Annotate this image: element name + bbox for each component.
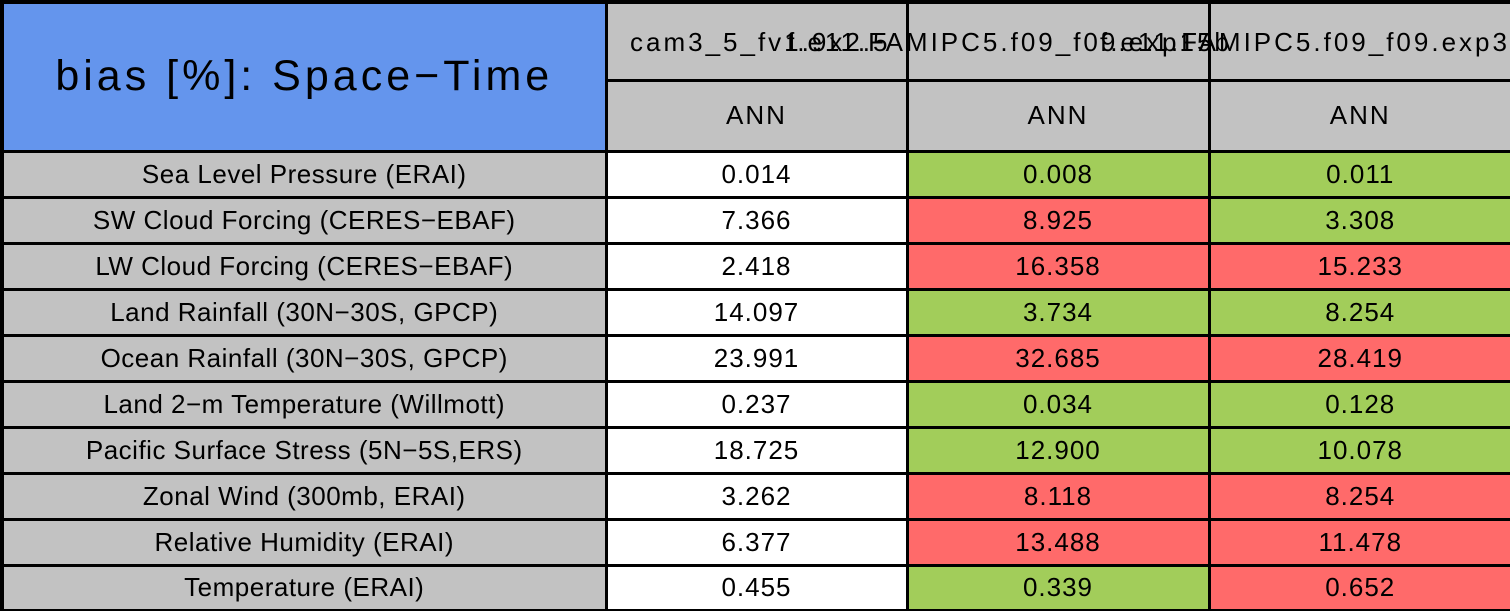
value-cell: 32.685	[905, 333, 1211, 383]
row-label: Land 2−m Temperature (Willmott)	[0, 379, 608, 429]
row-label: Sea Level Pressure (ERAI)	[0, 149, 608, 199]
season-header-row: ANN ANN ANN	[2, 78, 1510, 153]
value-cell: 6.377	[604, 517, 909, 567]
value-cell: 3.262	[604, 471, 909, 521]
value-cell: 15.233	[1207, 241, 1510, 291]
season-header-3: ANN	[1207, 78, 1510, 153]
page-title: bias [%]: Space−Time	[55, 52, 554, 101]
value-cell: 0.128	[1207, 379, 1510, 429]
table-row: Zonal Wind (300mb, ERAI) 3.262 8.118 8.2…	[0, 471, 1510, 521]
table-row: Ocean Rainfall (30N−30S, GPCP) 23.991 32…	[0, 333, 1510, 383]
row-label: Temperature (ERAI)	[0, 563, 608, 611]
value-cell: 2.418	[604, 241, 909, 291]
row-label: Land Rainfall (30N−30S, GPCP)	[0, 287, 608, 337]
row-label: Ocean Rainfall (30N−30S, GPCP)	[0, 333, 608, 383]
value-cell: 8.118	[905, 471, 1211, 521]
table-row: Relative Humidity (ERAI) 6.377 13.488 11…	[0, 517, 1510, 567]
value-cell: 8.925	[905, 195, 1211, 245]
table-row: LW Cloud Forcing (CERES−EBAF) 2.418 16.3…	[0, 241, 1510, 291]
table-title-cell: bias [%]: Space−Time	[0, 0, 608, 153]
table-row: Land 2−m Temperature (Willmott) 0.237 0.…	[0, 379, 1510, 429]
value-cell: 8.254	[1207, 287, 1510, 337]
value-cell: 0.652	[1207, 563, 1510, 611]
season-header-1: ANN	[604, 78, 909, 153]
case-name-header-row: bias [%]: Space−Time	[0, 0, 1510, 153]
table-row: Temperature (ERAI) 0.455 0.339 0.652	[0, 563, 1510, 611]
case-name-cell-3	[1207, 0, 1510, 82]
value-cell: 10.078	[1207, 425, 1510, 475]
row-label: Zonal Wind (300mb, ERAI)	[0, 471, 608, 521]
value-cell: 3.734	[905, 287, 1211, 337]
row-label: Pacific Surface Stress (5N−5S,ERS)	[0, 425, 608, 475]
value-cell: 0.008	[905, 149, 1211, 199]
value-cell: 11.478	[1207, 517, 1510, 567]
value-cell: 8.254	[1207, 471, 1510, 521]
table-row: Pacific Surface Stress (5N−5S,ERS) 18.72…	[0, 425, 1510, 475]
value-cell: 0.014	[604, 149, 909, 199]
case-name-cell-2	[905, 0, 1211, 82]
value-cell: 0.034	[905, 379, 1211, 429]
value-cell: 0.011	[1207, 149, 1510, 199]
value-cell: 16.358	[905, 241, 1211, 291]
value-cell: 0.339	[905, 563, 1211, 611]
value-cell: 7.366	[604, 195, 909, 245]
value-cell: 28.419	[1207, 333, 1510, 383]
season-header-2: ANN	[905, 78, 1211, 153]
row-label: LW Cloud Forcing (CERES−EBAF)	[0, 241, 608, 291]
table-row: SW Cloud Forcing (CERES−EBAF) 7.366 8.92…	[0, 195, 1510, 245]
value-cell: 3.308	[1207, 195, 1510, 245]
value-cell: 14.097	[604, 287, 909, 337]
value-cell: 12.900	[905, 425, 1211, 475]
value-cell: 13.488	[905, 517, 1211, 567]
table-row: Land Rainfall (30N−30S, GPCP) 14.097 3.7…	[0, 287, 1510, 337]
row-label: SW Cloud Forcing (CERES−EBAF)	[0, 195, 608, 245]
value-cell: 23.991	[604, 333, 909, 383]
row-label: Relative Humidity (ERAI)	[0, 517, 608, 567]
value-cell: 18.725	[604, 425, 909, 475]
case-name-cell-1	[604, 0, 909, 82]
value-cell: 0.455	[604, 563, 909, 611]
table-row: Sea Level Pressure (ERAI) 0.014 0.008 0.…	[0, 149, 1510, 199]
value-cell: 0.237	[604, 379, 909, 429]
